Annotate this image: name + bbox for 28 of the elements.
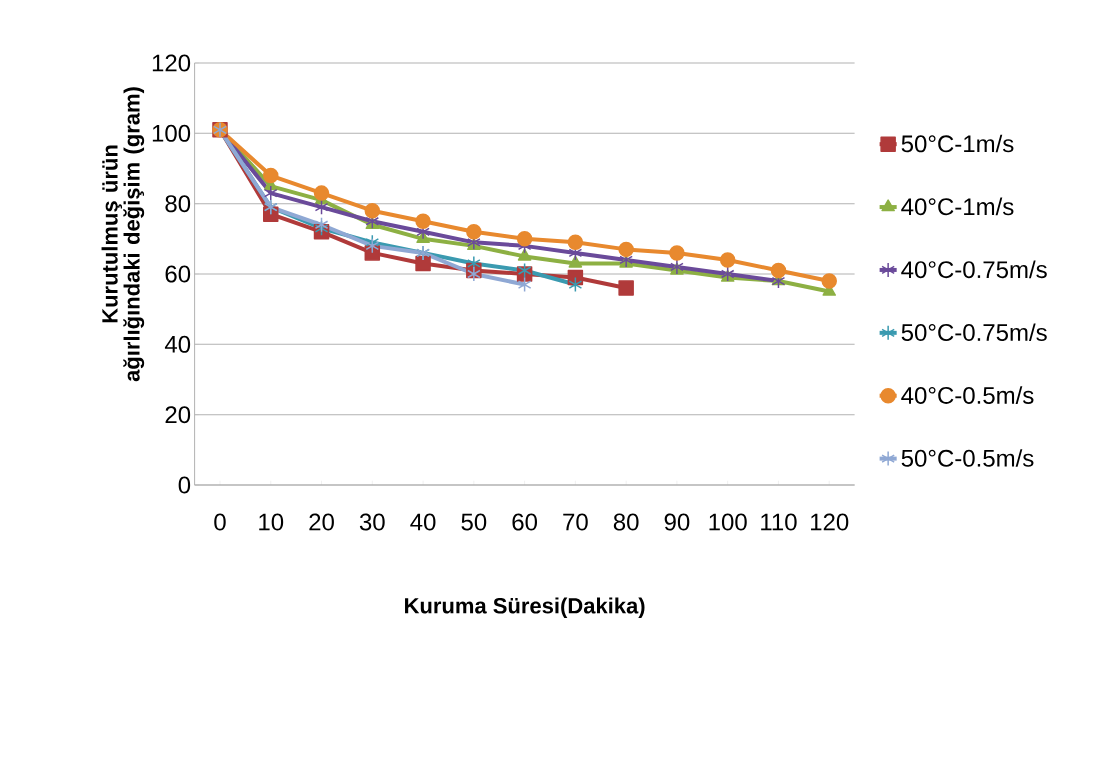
x-tick-label: 60: [512, 513, 538, 531]
x-tick-label: 120: [811, 513, 849, 531]
y-tick-label: 40: [164, 335, 191, 353]
x-tick-label: 90: [664, 513, 690, 531]
y-tick-label: 60: [165, 265, 191, 283]
y-tick-label: 120: [152, 54, 191, 72]
legend-label: 50°C-0.5m/s: [901, 449, 1034, 467]
x-axis-title: Kuruma Süresi(Dakika): [405, 597, 645, 618]
x-tick-label: 20: [309, 513, 334, 531]
x-tick-label: 110: [761, 513, 797, 531]
x-tick-label: 30: [359, 513, 385, 531]
x-tick-label: 70: [563, 513, 588, 531]
legend-label: 50°C-0.75m/s: [901, 323, 1047, 342]
x-tick-label: 100: [709, 513, 747, 531]
y-tick-label: 80: [165, 195, 191, 213]
x-tick-label: 50: [461, 513, 487, 531]
y-axis-title: Kurutulmuş ürün ağırlığındaki değişim (gram): [101, 87, 145, 382]
x-tick-label: 80: [613, 513, 639, 531]
y-tick-label: 0: [178, 476, 191, 494]
y-tick-label: 20: [165, 406, 191, 424]
x-tick-label: 0: [214, 513, 226, 531]
legend-label: 50°C-1m/s: [901, 134, 1014, 153]
x-tick-label: 40: [410, 513, 436, 531]
x-tick-label: 10: [259, 513, 284, 531]
legend-label: 40°C-1m/s: [901, 197, 1014, 216]
legend-label: 40°C-0.75m/s: [901, 260, 1047, 279]
legend-label: 40°C-0.5m/s: [901, 386, 1034, 404]
y-tick-label: 100: [152, 124, 191, 142]
